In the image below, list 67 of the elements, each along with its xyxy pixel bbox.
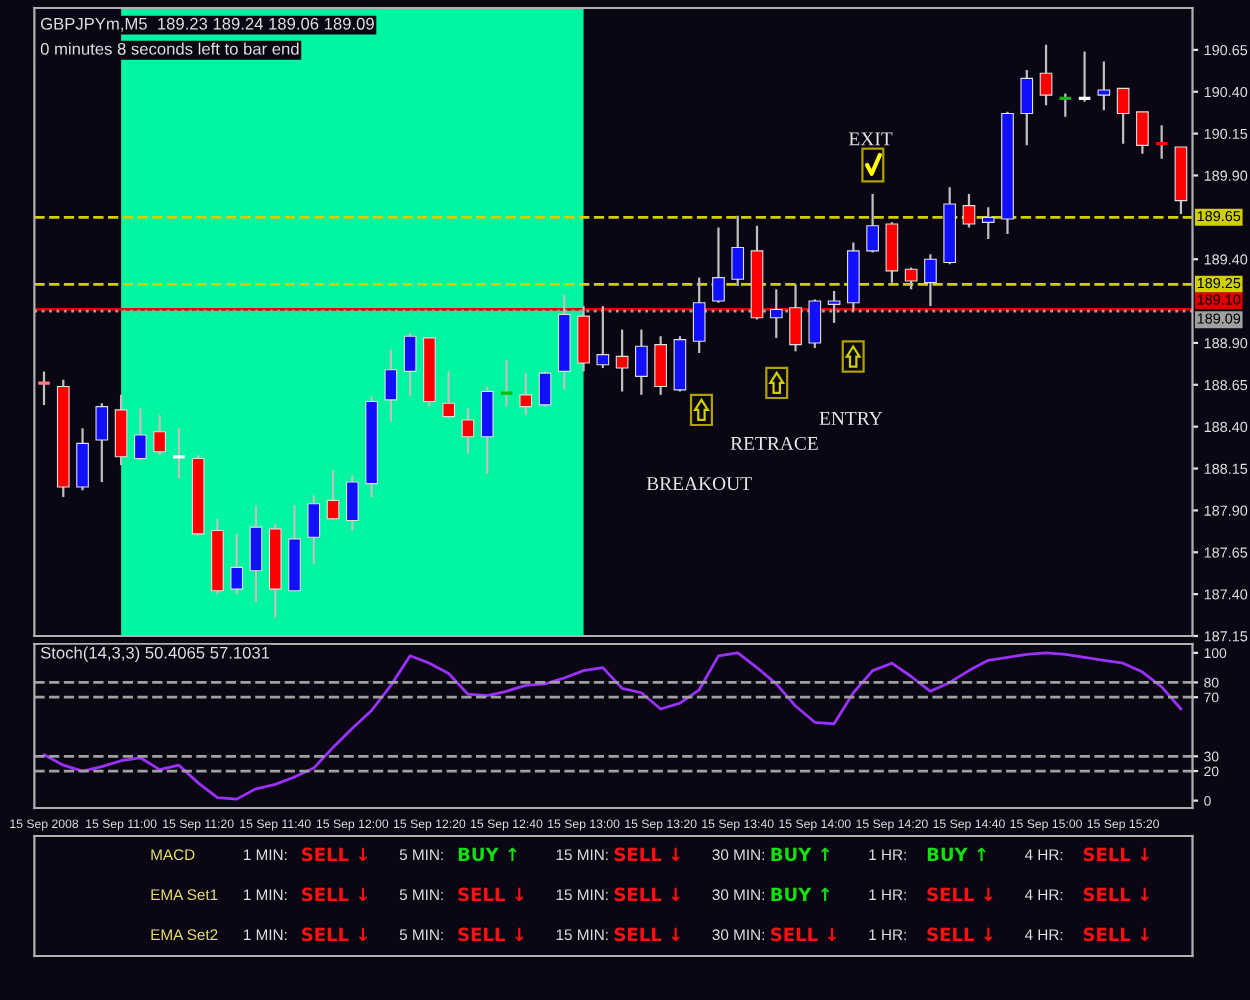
candlestick	[480, 385, 494, 475]
candlestick	[692, 276, 706, 355]
candlestick	[95, 402, 109, 484]
candlestick	[712, 226, 725, 304]
annotation: RETRACE	[730, 436, 818, 450]
text: SELL ↓	[1083, 927, 1149, 942]
candlestick	[326, 469, 340, 522]
candlestick	[731, 214, 745, 288]
text: BUY ↑	[927, 847, 986, 862]
text: SELL ↓	[927, 887, 993, 902]
text: SELL ↓	[771, 927, 837, 942]
candlestick	[1020, 68, 1034, 147]
candlestick	[114, 393, 128, 467]
text: BUY ↑	[771, 887, 830, 902]
candlestick	[171, 427, 187, 480]
text: SELL ↓	[614, 927, 680, 942]
candlestick	[789, 283, 802, 353]
text: SELL ↓	[302, 887, 368, 902]
candlestick	[461, 407, 475, 455]
candlestick	[134, 407, 147, 462]
candlestick	[615, 328, 629, 393]
candlestick	[769, 288, 783, 340]
candlestick	[904, 266, 918, 291]
candlestick	[596, 304, 610, 370]
candlestick	[249, 504, 263, 604]
candlestick	[866, 192, 879, 254]
candlestick	[76, 427, 89, 492]
candlestick	[577, 304, 590, 373]
text: GBPJPYm,M5 189.23 189.24 189.06 189.09	[41, 17, 374, 32]
chart-title: Stoch(14,3,3) 50.4065 57.1031	[40, 646, 270, 662]
text: SELL ↓	[927, 927, 993, 942]
text: SELL ↓	[458, 927, 524, 942]
candlestick	[345, 474, 359, 532]
text: SELL ↓	[302, 847, 368, 862]
candlestick	[827, 289, 841, 324]
text: SELL ↓	[614, 847, 680, 862]
text: 0 minutes 8 seconds left to bar end	[40, 42, 299, 55]
candlestick	[384, 348, 398, 423]
candlestick	[962, 192, 976, 229]
annotation: BREAKOUT	[646, 477, 752, 491]
text: SELL ↓	[302, 927, 368, 942]
candlestick	[654, 335, 667, 396]
annotation: EXIT	[848, 132, 893, 146]
text: SELL ↓	[1083, 847, 1149, 862]
candlestick	[1039, 43, 1053, 107]
candlestick	[981, 206, 995, 241]
candlestick	[519, 371, 533, 417]
candlestick	[885, 221, 899, 284]
candlestick	[153, 413, 166, 457]
text: SELL ↓	[1083, 887, 1149, 902]
candlestick	[1116, 87, 1130, 145]
text: SELL ↓	[458, 887, 524, 902]
annotation: ENTRY	[819, 411, 883, 425]
candlestick	[808, 298, 822, 350]
text: BUY ↑	[458, 847, 517, 862]
candlestick	[538, 370, 552, 408]
candlestick	[36, 370, 52, 407]
candlestick	[442, 370, 456, 420]
candlestick	[635, 328, 648, 396]
text: BUY ↑	[771, 847, 830, 862]
candlestick	[403, 331, 417, 398]
candlestick	[1097, 60, 1111, 112]
candlestick	[307, 494, 321, 566]
candlestick	[924, 253, 937, 308]
candlestick	[1136, 110, 1149, 155]
candlestick	[230, 532, 244, 596]
text: SELL ↓	[614, 887, 680, 902]
